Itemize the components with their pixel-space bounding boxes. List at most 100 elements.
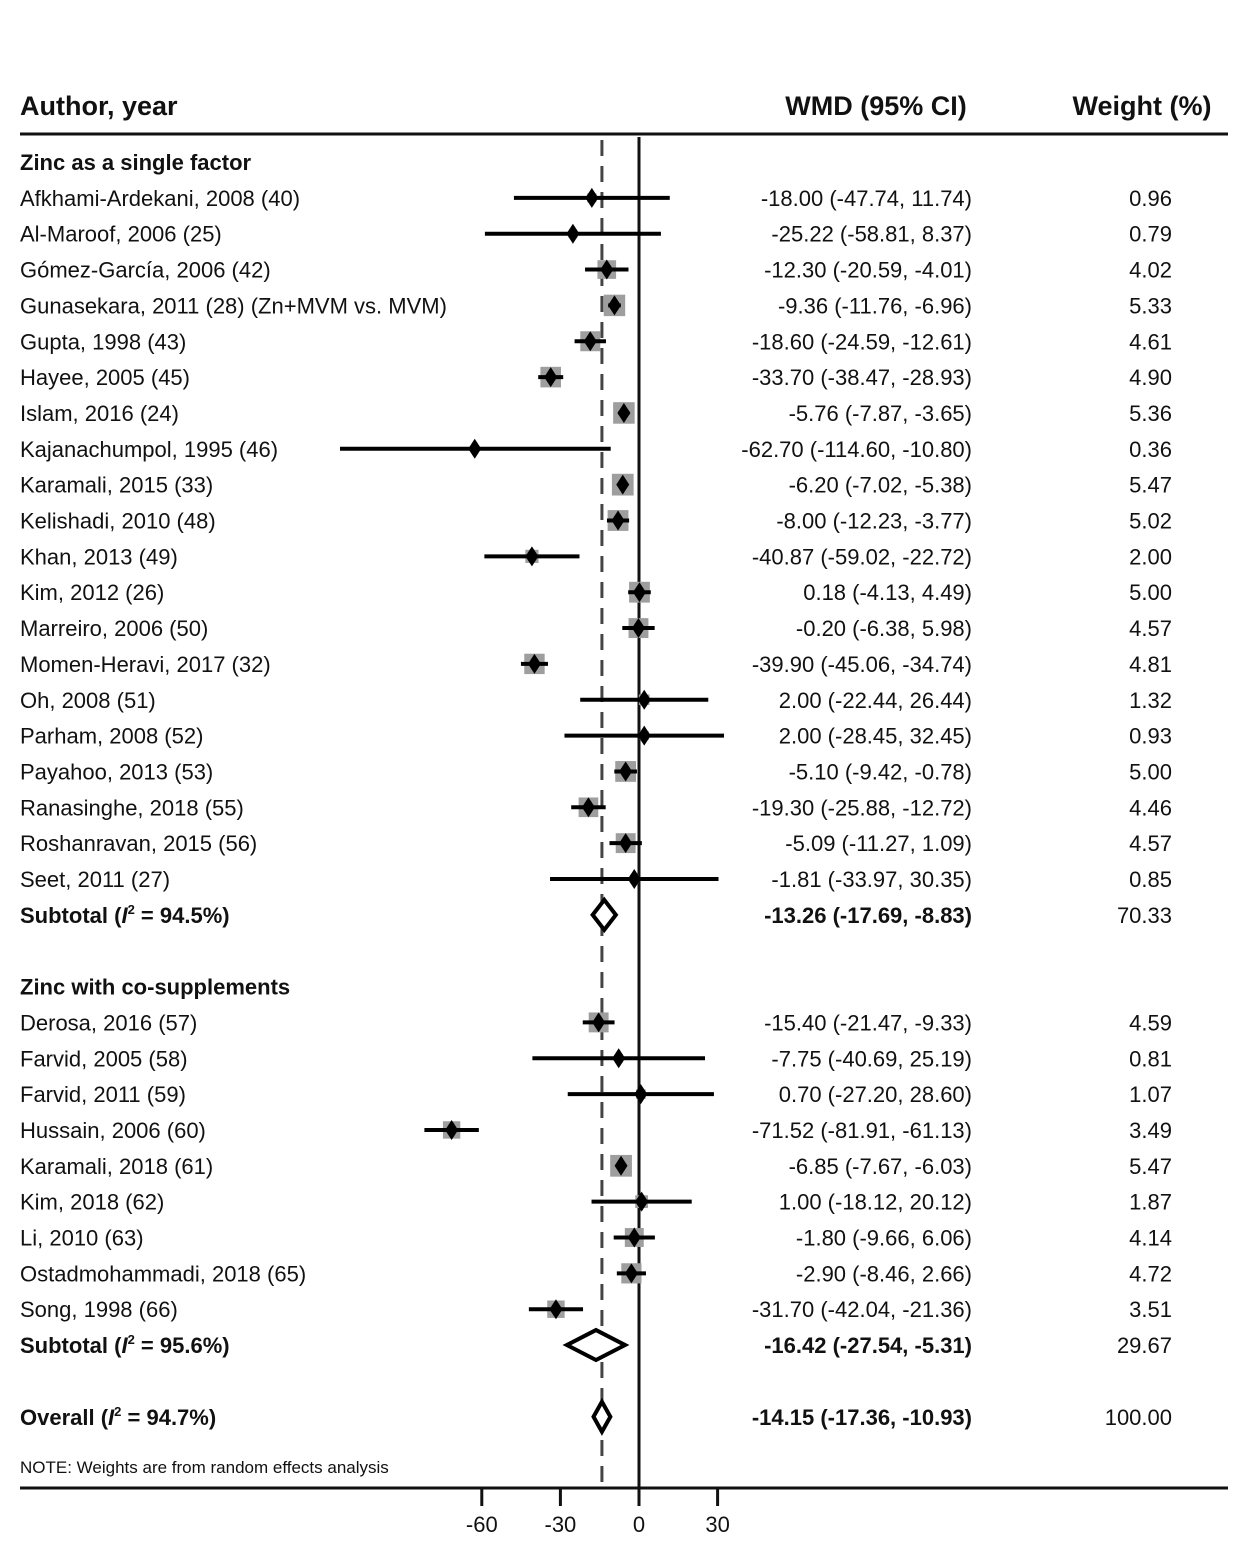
study-row: Ranasinghe, 2018 (55) -19.30 (-25.88, -12… [20, 795, 1172, 820]
footnote: NOTE: Weights are from random effects an… [20, 1458, 389, 1477]
point-estimate-marker [611, 510, 625, 531]
study-weight-text: 5.02 [1129, 509, 1172, 534]
study-ci-text: 2.00 (-28.45, 32.45) [779, 724, 972, 749]
subtotal-diamond [590, 896, 619, 934]
study-label: Farvid, 2011 (59) [20, 1082, 186, 1107]
study-weight-text: 1.32 [1129, 688, 1172, 713]
study-weight-text: 4.57 [1129, 616, 1172, 641]
study-ci-text: -62.70 (-114.60, -10.80) [741, 437, 972, 462]
study-weight-text: 4.72 [1129, 1261, 1172, 1286]
point-estimate-marker [607, 295, 621, 316]
study-label: Oh, 2008 (51) [20, 688, 156, 713]
point-estimate-marker [614, 1155, 628, 1176]
study-weight-text: 5.36 [1129, 401, 1172, 426]
study-label: Roshanravan, 2015 (56) [20, 831, 257, 856]
study-weight-text: 5.47 [1129, 1154, 1172, 1179]
subtotal-label: Subtotal (I2 = 94.5%) [20, 902, 230, 928]
study-row: Momen-Heravi, 2017 (32) -39.90 (-45.06, -… [20, 652, 1172, 677]
point-estimate-marker [525, 546, 539, 567]
study-row: Marreiro, 2006 (50) -0.20 (-6.38, 5.98) 4.… [20, 616, 1172, 641]
study-ci-text: -33.70 (-38.47, -28.93) [752, 365, 972, 390]
x-tick-label: -30 [545, 1512, 577, 1537]
study-row: Derosa, 2016 (57) -15.40 (-21.47, -9.33) 4… [20, 1010, 1172, 1035]
study-weight-text: 0.85 [1129, 867, 1172, 892]
study-row: Al-Maroof, 2006 (25) -25.22 (-58.81, 8.37… [20, 222, 1172, 247]
study-ci-text: 0.70 (-27.20, 28.60) [779, 1082, 972, 1107]
study-label: Song, 1998 (66) [20, 1297, 178, 1322]
column-header-study: Author, year [20, 91, 178, 121]
point-estimate-marker [637, 689, 651, 710]
overall-label: Overall (I2 = 94.7%) [20, 1404, 216, 1430]
study-row: Kim, 2012 (26) 0.18 (-4.13, 4.49) 5.00 [20, 580, 1172, 605]
point-estimate-marker [635, 1191, 649, 1212]
study-row: Farvid, 2005 (58) -7.75 (-40.69, 25.19) 0.… [20, 1046, 1172, 1071]
study-label: Islam, 2016 (24) [20, 401, 179, 426]
study-ci-text: -1.80 (-9.66, 6.06) [796, 1226, 972, 1251]
study-weight-text: 2.00 [1129, 544, 1172, 569]
study-weight-text: 1.87 [1129, 1190, 1172, 1215]
point-estimate-marker [619, 833, 633, 854]
study-label: Kelishadi, 2010 (48) [20, 509, 216, 534]
point-estimate-marker [627, 869, 641, 889]
study-ci-text: -6.20 (-7.02, -5.38) [789, 473, 972, 498]
study-ci-text: -1.81 (-33.97, 30.35) [771, 867, 972, 892]
study-label: Payahoo, 2013 (53) [20, 759, 213, 784]
x-tick-label: -60 [466, 1512, 498, 1537]
study-row: Li, 2010 (63) -1.80 (-9.66, 6.06) 4.14 [20, 1226, 1172, 1251]
study-weight-text: 5.33 [1129, 293, 1172, 318]
study-label: Gupta, 1998 (43) [20, 329, 186, 354]
overall-diamond [591, 1397, 613, 1436]
study-ci-text: -18.00 (-47.74, 11.74) [761, 186, 972, 211]
study-weight-text: 0.81 [1129, 1046, 1172, 1071]
group-title: Zinc with co-supplements [20, 975, 290, 1000]
study-row: Gunasekara, 2011 (28) (Zn+MVM vs. MVM) -9… [20, 293, 1172, 318]
study-ci-text: 0.18 (-4.13, 4.49) [803, 580, 972, 605]
point-estimate-marker [600, 259, 614, 280]
point-estimate-marker [566, 223, 580, 244]
study-label: Ostadmohammadi, 2018 (65) [20, 1261, 306, 1286]
study-weight-text: 4.02 [1129, 258, 1172, 283]
study-label: Ranasinghe, 2018 (55) [20, 795, 244, 820]
point-estimate-marker [624, 1263, 638, 1284]
overall-row: Overall (I2 = 94.7%) -14.15 (-17.36, -10.… [20, 1397, 1172, 1436]
study-ci-text: -18.60 (-24.59, -12.61) [752, 329, 972, 354]
study-weight-text: 3.49 [1129, 1118, 1172, 1143]
point-estimate-marker [581, 797, 595, 818]
study-ci-text: -7.75 (-40.69, 25.19) [771, 1046, 972, 1071]
subtotal-weight-text: 70.33 [1117, 903, 1172, 928]
point-estimate-marker [619, 761, 633, 782]
study-row: Islam, 2016 (24) -5.76 (-7.87, -3.65) 5.36 [20, 401, 1172, 426]
study-label: Gunasekara, 2011 (28) (Zn+MVM vs. MVM) [20, 293, 447, 318]
point-estimate-marker [527, 653, 541, 674]
study-label: Afkhami-Ardekani, 2008 (40) [20, 186, 300, 211]
study-ci-text: -40.87 (-59.02, -22.72) [752, 544, 972, 569]
study-ci-text: -2.90 (-8.46, 2.66) [796, 1261, 972, 1286]
study-label: Parham, 2008 (52) [20, 724, 203, 749]
study-row: Khan, 2013 (49) -40.87 (-59.02, -22.72) 2.… [20, 544, 1172, 569]
study-weight-text: 5.47 [1129, 473, 1172, 498]
study-label: Seet, 2011 (27) [20, 867, 170, 892]
point-estimate-marker [585, 187, 599, 208]
study-label: Derosa, 2016 (57) [20, 1010, 197, 1035]
study-label: Li, 2010 (63) [20, 1226, 144, 1251]
subtotal-row: Subtotal (I2 = 95.6%) -16.42 (-27.54, -5.… [20, 1327, 1172, 1363]
study-row: Gupta, 1998 (43) -18.60 (-24.59, -12.61) 4… [20, 329, 1172, 354]
study-weight-text: 3.51 [1129, 1297, 1172, 1322]
study-ci-text: -25.22 (-58.81, 8.37) [771, 222, 972, 247]
study-row: Farvid, 2011 (59) 0.70 (-27.20, 28.60) 1.0… [20, 1082, 1172, 1107]
study-ci-text: -0.20 (-6.38, 5.98) [796, 616, 972, 641]
study-ci-text: -9.36 (-11.76, -6.96) [778, 293, 972, 318]
study-ci-text: -8.00 (-12.23, -3.77) [776, 509, 972, 534]
study-label: Marreiro, 2006 (50) [20, 616, 208, 641]
study-weight-text: 0.96 [1129, 186, 1172, 211]
x-tick-label: 30 [705, 1512, 729, 1537]
subtotal-ci-text: -16.42 (-27.54, -5.31) [764, 1333, 972, 1358]
study-row: Song, 1998 (66) -31.70 (-42.04, -21.36) 3.… [20, 1297, 1172, 1322]
study-label: Karamali, 2018 (61) [20, 1154, 213, 1179]
study-ci-text: -19.30 (-25.88, -12.72) [752, 795, 972, 820]
point-estimate-marker [468, 438, 482, 459]
point-estimate-marker [544, 367, 558, 388]
study-weight-text: 5.00 [1129, 580, 1172, 605]
study-weight-text: 1.07 [1129, 1082, 1172, 1107]
